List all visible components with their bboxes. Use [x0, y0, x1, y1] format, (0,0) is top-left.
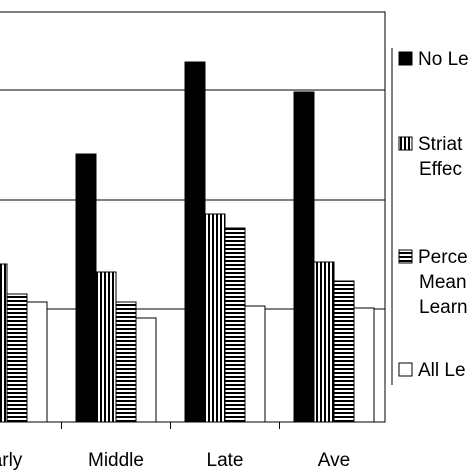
- bar-solid-late: [184, 61, 206, 423]
- bar-horizontal-stripes-early: [6, 293, 28, 423]
- bar-white-late: [244, 305, 266, 423]
- bar-white-ave: [353, 307, 375, 423]
- legend-swatch-horizontal-stripes: [398, 249, 413, 264]
- x-tick-label-early: arly: [0, 450, 23, 471]
- bar-white-middle: [135, 317, 157, 423]
- x-axis-labels: arly Middle Late Ave: [0, 450, 350, 471]
- bar-horizontal-stripes-late: [224, 227, 246, 423]
- legend-swatch-vertical-stripes: [398, 136, 413, 151]
- bar-white-early: [26, 301, 48, 423]
- x-tick-label-ave: Ave: [318, 450, 350, 471]
- legend-label: Striat: [418, 134, 463, 155]
- legend-swatch-solid: [398, 51, 413, 66]
- bar-vertical-stripes-middle: [95, 271, 117, 423]
- bar-vertical-stripes-late: [204, 213, 226, 423]
- x-axis-ticks: [61, 422, 280, 429]
- bar-horizontal-stripes-middle: [115, 301, 137, 423]
- bar-solid-ave: [293, 91, 315, 423]
- legend-label: Mean: [419, 272, 467, 293]
- legend-swatch-white: [398, 362, 413, 377]
- bar-vertical-stripes-early: [0, 263, 8, 423]
- legend-label: Learn: [419, 297, 468, 318]
- x-tick-label-middle: Middle: [88, 450, 144, 471]
- bars: [0, 61, 375, 423]
- legend-label: Perce: [418, 247, 468, 268]
- legend: No Le Striat Effec Perce Mean Learn All Le: [398, 49, 469, 381]
- legend-label: Effec: [419, 159, 462, 180]
- legend-label: All Le: [418, 360, 466, 381]
- legend-label: No Le: [418, 49, 469, 70]
- bar-solid-middle: [75, 153, 97, 423]
- bar-vertical-stripes-ave: [313, 261, 335, 423]
- x-tick-label-late: Late: [207, 450, 244, 471]
- bar-horizontal-stripes-ave: [333, 280, 355, 423]
